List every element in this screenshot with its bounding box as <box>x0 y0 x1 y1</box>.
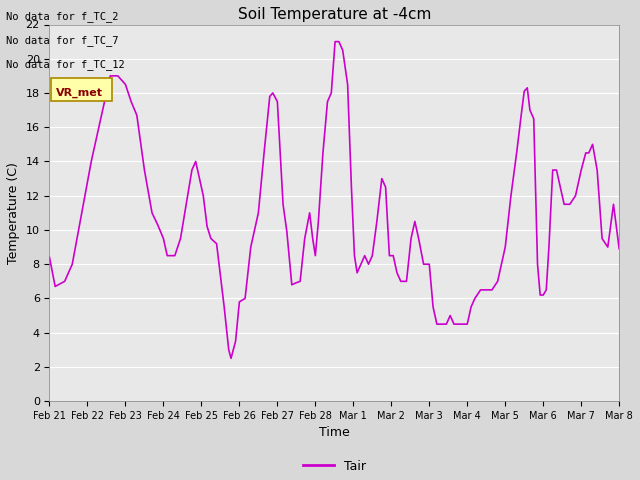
X-axis label: Time: Time <box>319 426 349 440</box>
Text: VR_met: VR_met <box>56 88 103 98</box>
Title: Soil Temperature at -4cm: Soil Temperature at -4cm <box>237 7 431 22</box>
Text: No data for f_TC_2: No data for f_TC_2 <box>6 11 119 22</box>
Legend: Tair: Tair <box>298 455 371 478</box>
Text: No data for f_TC_7: No data for f_TC_7 <box>6 35 119 46</box>
Y-axis label: Temperature (C): Temperature (C) <box>7 162 20 264</box>
Text: No data for f_TC_12: No data for f_TC_12 <box>6 59 125 70</box>
